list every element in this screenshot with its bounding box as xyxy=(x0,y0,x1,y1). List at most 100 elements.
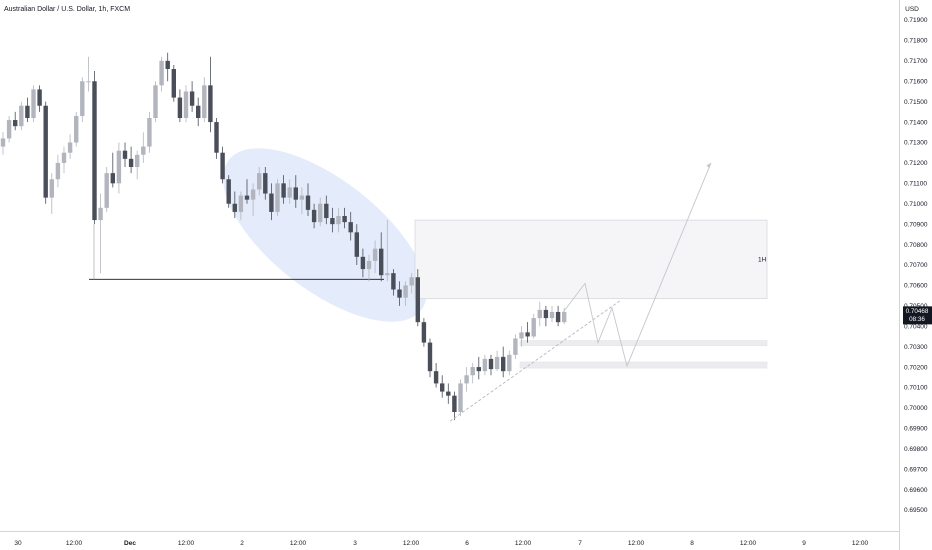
candle-body xyxy=(336,216,341,225)
downtrend-highlight-ellipse[interactable] xyxy=(195,117,455,354)
time-tick-label: 12:00 xyxy=(66,540,83,547)
candle-body xyxy=(74,115,79,143)
price-tick-label: 0.71600 xyxy=(904,78,928,85)
time-tick-label: 12:00 xyxy=(852,540,869,547)
price-tick-label: 0.70200 xyxy=(904,364,928,371)
candle xyxy=(74,111,79,147)
candle xyxy=(147,111,152,153)
projected-path[interactable] xyxy=(562,162,712,368)
candle-body xyxy=(458,383,463,412)
candle-body xyxy=(507,354,512,372)
price-tick-label: 0.70700 xyxy=(904,262,928,269)
candle xyxy=(0,132,6,155)
candle-body xyxy=(135,154,140,167)
candle xyxy=(202,77,207,123)
time-tick-label: 30 xyxy=(14,540,22,547)
candle-body xyxy=(202,85,207,118)
candle-body xyxy=(55,162,61,180)
candle xyxy=(507,350,512,376)
candle-body xyxy=(311,209,317,223)
candle xyxy=(98,193,103,274)
candle xyxy=(37,85,42,112)
candle-body xyxy=(391,273,396,290)
candle xyxy=(537,301,542,327)
price-tick-label: 0.70800 xyxy=(904,242,928,249)
time-tick-label: 9 xyxy=(802,540,806,547)
candle xyxy=(220,146,225,184)
candle xyxy=(330,207,335,233)
candle xyxy=(299,187,305,214)
candle xyxy=(110,152,115,188)
candle-body xyxy=(318,203,323,223)
candle xyxy=(433,363,439,388)
support-zone-upper[interactable] xyxy=(519,340,768,346)
candle-body xyxy=(562,311,567,323)
candle xyxy=(482,354,488,376)
candle-body xyxy=(549,311,555,319)
candle xyxy=(543,305,549,327)
time-tick-label: 12:00 xyxy=(628,540,645,547)
candle-body xyxy=(531,318,536,337)
price-tick-label: 0.69500 xyxy=(904,507,928,514)
candle xyxy=(183,85,189,123)
price-tick-label: 0.69700 xyxy=(904,466,928,473)
candle xyxy=(275,179,280,216)
candle-body xyxy=(269,193,274,212)
zone-1h-rectangle[interactable] xyxy=(414,219,768,300)
chart-title: Australian Dollar / U.S. Dollar, 1h, FXC… xyxy=(4,6,131,13)
candle xyxy=(61,146,67,174)
candle xyxy=(513,334,518,359)
candle-body xyxy=(37,89,42,106)
candle xyxy=(446,383,451,404)
candle xyxy=(427,338,433,378)
candle xyxy=(403,281,408,306)
candle-body xyxy=(250,189,256,200)
candle-body xyxy=(324,203,329,219)
candle-body xyxy=(354,232,359,257)
candle xyxy=(281,175,286,204)
candle-body xyxy=(452,395,457,412)
candle-body xyxy=(244,195,250,200)
candle-body xyxy=(513,338,518,355)
price-tick-label: 0.71200 xyxy=(904,160,928,167)
candle-body xyxy=(19,105,24,127)
candle-body xyxy=(476,367,481,372)
candle-body xyxy=(397,289,402,298)
candle xyxy=(501,346,506,378)
candle-body xyxy=(525,332,530,337)
price-tick-label: 0.70600 xyxy=(904,283,928,290)
price-tick-label: 0.71300 xyxy=(904,140,928,147)
time-tick-label: 12:00 xyxy=(290,540,307,547)
candle-series xyxy=(0,52,567,421)
candle-body xyxy=(147,118,152,147)
candle xyxy=(464,367,469,392)
time-tick-label: 6 xyxy=(465,540,469,547)
time-axis[interactable]: 30 12:00 Dec 12:00 2 12:00 3 12:00 6 12:00 7 12:00 8… xyxy=(14,540,868,547)
support-zone-lower[interactable] xyxy=(519,361,768,369)
price-tick-label: 0.70100 xyxy=(904,385,928,392)
candle xyxy=(177,89,183,123)
candle xyxy=(311,203,317,229)
candle-body xyxy=(183,91,189,118)
candle xyxy=(226,175,231,208)
candle-body xyxy=(409,277,414,286)
price-tick-label: 0.71400 xyxy=(904,119,928,126)
candle xyxy=(354,224,359,265)
current-price-badge: 0.70468 08:36 xyxy=(903,306,932,325)
candle-body xyxy=(464,375,469,384)
time-tick-label: 12:00 xyxy=(403,540,420,547)
candle-body xyxy=(446,391,451,396)
candle xyxy=(159,56,164,92)
candle xyxy=(86,56,91,92)
candle xyxy=(232,191,237,219)
candle-body xyxy=(360,256,366,270)
candle-body xyxy=(214,122,219,153)
candle-body xyxy=(232,203,237,212)
candle-body xyxy=(537,309,542,319)
candle xyxy=(238,191,244,221)
candle-body xyxy=(153,85,158,118)
candle-body xyxy=(330,218,335,225)
candle-body xyxy=(49,179,54,198)
candle xyxy=(6,115,12,143)
